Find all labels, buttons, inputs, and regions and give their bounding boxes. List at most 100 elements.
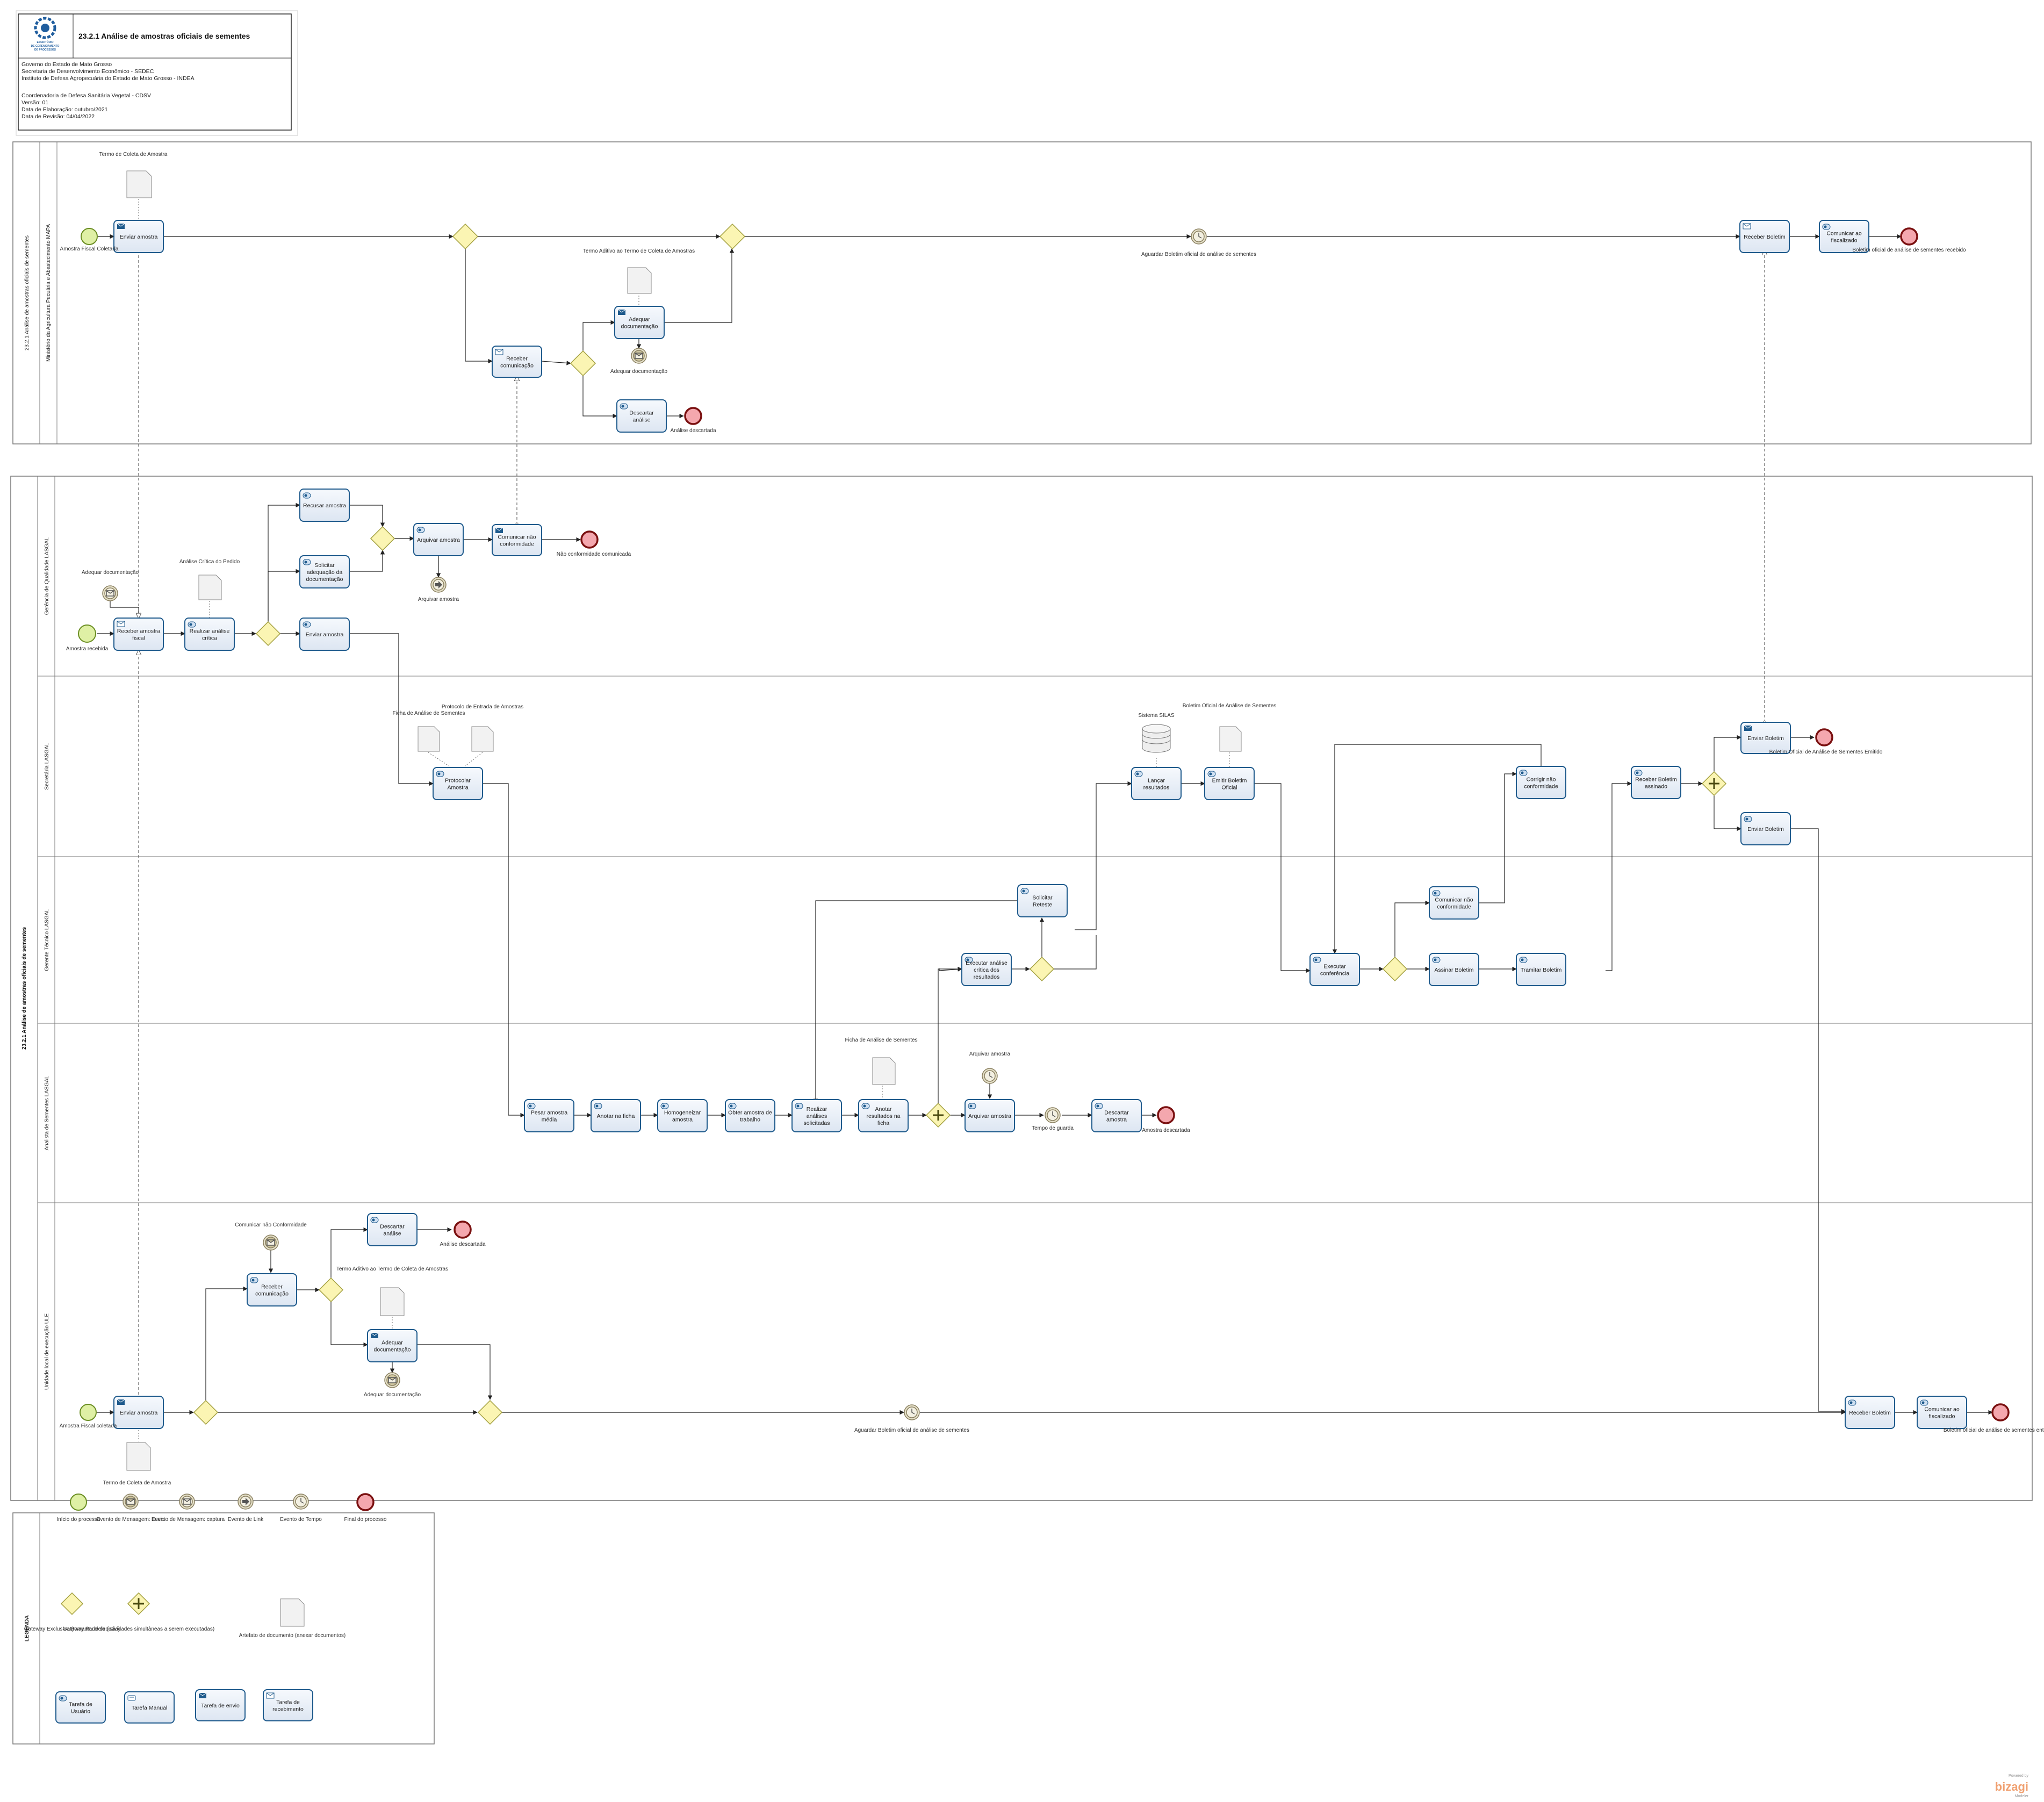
receive-task-icon <box>266 1692 275 1699</box>
task-t4: Descartar análise <box>616 399 667 433</box>
label-analise-critica: Análise Crítica do Pedido <box>179 559 240 565</box>
user-task-icon <box>1020 888 1029 894</box>
user-task-icon <box>1134 771 1143 777</box>
task-label: Enviar Boletim <box>1747 735 1784 742</box>
task-t13: Comunicar não conformidade <box>492 524 542 556</box>
timer-event-icon <box>904 1404 920 1420</box>
legend-link-event-icon <box>237 1494 254 1510</box>
bizagi-watermark: Powered by bizagi Modeler <box>1995 1774 2029 1798</box>
doc-icon-protocolo <box>471 726 494 752</box>
gateway-exclusive <box>370 526 395 551</box>
task-label: Solicitar Reteste <box>1032 895 1053 908</box>
doc-icon-analise-critica <box>198 575 222 600</box>
task-label: Tarefa Manual <box>132 1705 168 1711</box>
task-box <box>413 523 464 556</box>
events <box>70 227 2010 1511</box>
task-label: Receber comunicação <box>500 356 534 369</box>
label-ficha-an: Ficha de Análise de Sementes <box>845 1037 917 1043</box>
message-flows <box>139 250 1765 1399</box>
task-label: Receber Boletim assinado <box>1635 777 1677 790</box>
label-boletim-emitido: Boletim Oficial de Análise de Sementes E… <box>1769 749 1883 755</box>
user-task-icon <box>1920 1399 1928 1406</box>
legend-gw-paralelo: Gateway Paralelo (atividades simultâneas… <box>63 1626 214 1632</box>
task-box <box>1516 766 1566 799</box>
legend-msg-envio: Evento de Mensagem: envio <box>97 1517 165 1523</box>
end-event <box>684 407 702 425</box>
task-label: Arquivar amostra <box>968 1113 1011 1119</box>
doc-icon-ficha-an <box>872 1057 896 1085</box>
lane-analista: Analista de Sementes LASGAL <box>44 1075 50 1150</box>
user-task-icon <box>594 1103 602 1109</box>
gateway-exclusive <box>193 1399 219 1425</box>
task-label: Enviar amostra <box>306 631 344 638</box>
task-label: Receber Boletim <box>1744 234 1786 240</box>
header-line-5: Coordenadoria de Defesa Sanitária Vegeta… <box>21 92 151 99</box>
user-task-icon <box>436 771 444 777</box>
legend-final: Final do processo <box>344 1517 387 1523</box>
start-event <box>80 1404 97 1421</box>
task-label: Pesar amostra média <box>531 1110 567 1123</box>
task-label: Homogeneizar amostra <box>664 1110 701 1123</box>
user-task-icon <box>728 1103 737 1109</box>
send-task-icon <box>370 1332 379 1338</box>
labels: Amostra Fiscal Coletada Termo de Coleta … <box>60 152 2044 1486</box>
task-t27: Pesar amostra média <box>524 1099 574 1132</box>
user-task-icon <box>1519 957 1528 963</box>
doc-icon-termo-ule <box>126 1442 151 1471</box>
legend-inicio: Início do processo <box>56 1517 100 1523</box>
task-label: Obter amostra de trabalho <box>728 1110 772 1123</box>
task-label: Comunicar não conformidade <box>1435 897 1473 910</box>
task-label: Executar conferência <box>1320 964 1349 977</box>
task-t12: Arquivar amostra <box>413 523 464 556</box>
label-arquivar-gq: Arquivar amostra <box>418 597 459 602</box>
task-box <box>492 524 542 556</box>
task-t19: Enviar Boletim <box>1740 722 1791 754</box>
task-box <box>1131 767 1182 800</box>
task-t40: Comunicar ao fiscalizado <box>1917 1396 1967 1429</box>
task-box <box>524 1099 574 1132</box>
parallel-markers <box>133 778 1719 1609</box>
message-event-icon <box>631 348 647 364</box>
task-box <box>1309 953 1360 986</box>
logo-line-1: ESCRITÓRIO <box>37 40 53 44</box>
legend-start-event <box>70 1494 87 1511</box>
legend-timer-event-icon <box>293 1494 309 1510</box>
end-event <box>454 1221 472 1239</box>
task-label: Tarefa de envio <box>201 1703 240 1709</box>
task-label: Enviar Boletim <box>1747 826 1784 832</box>
task-t22: Executar análise crítica dos resultados <box>961 953 1012 986</box>
task-box <box>1740 812 1791 845</box>
documents <box>126 170 1242 1627</box>
intermediate-events <box>102 228 1207 1510</box>
label-start-mapa: Amostra Fiscal Coletada <box>60 246 119 252</box>
legend-tempo: Evento de Tempo <box>280 1517 322 1523</box>
task-box <box>657 1099 708 1132</box>
task-t37: Adequar documentação <box>367 1329 418 1362</box>
end-event <box>1900 227 1918 246</box>
task-t34: Descartar amostra <box>1091 1099 1142 1132</box>
task-box <box>113 220 164 253</box>
legend-task-0: Tarefa de Usuário <box>55 1691 106 1724</box>
task-box <box>367 1329 418 1362</box>
legend-gateway-exclusive <box>60 1592 84 1616</box>
task-box <box>124 1691 175 1724</box>
task-label: Assinar Boletim <box>1435 967 1474 973</box>
task-box <box>1429 953 1479 986</box>
label-comunicar-nc-ule: Comunicar não Conformidade <box>235 1222 307 1228</box>
label-arquivar-an: Arquivar amostra <box>969 1051 1011 1057</box>
label-adequar-top: Adequar documentação <box>610 369 668 375</box>
task-label: Comunicar não conformidade <box>498 534 536 548</box>
user-task-icon <box>303 621 311 628</box>
task-t6: Comunicar ao fiscalizado <box>1819 220 1869 253</box>
task-label: Descartar análise <box>380 1224 405 1237</box>
start-event <box>78 624 96 643</box>
label-aguardar-ule: Aguardar Boletim oficial de análise de s… <box>854 1427 969 1433</box>
task-t39: Receber Boletim <box>1845 1396 1895 1429</box>
header-line-7: Data de Elaboração: outubro/2021 <box>21 106 108 113</box>
user-task-icon <box>1634 770 1643 776</box>
label-tempo-guarda: Tempo de guarda <box>1032 1125 1074 1131</box>
label-aguardar-top: Aguardar Boletim oficial de análise de s… <box>1141 252 1256 257</box>
legend-task-1: Tarefa Manual <box>124 1691 175 1724</box>
task-box <box>614 306 665 339</box>
task-box <box>858 1099 909 1132</box>
